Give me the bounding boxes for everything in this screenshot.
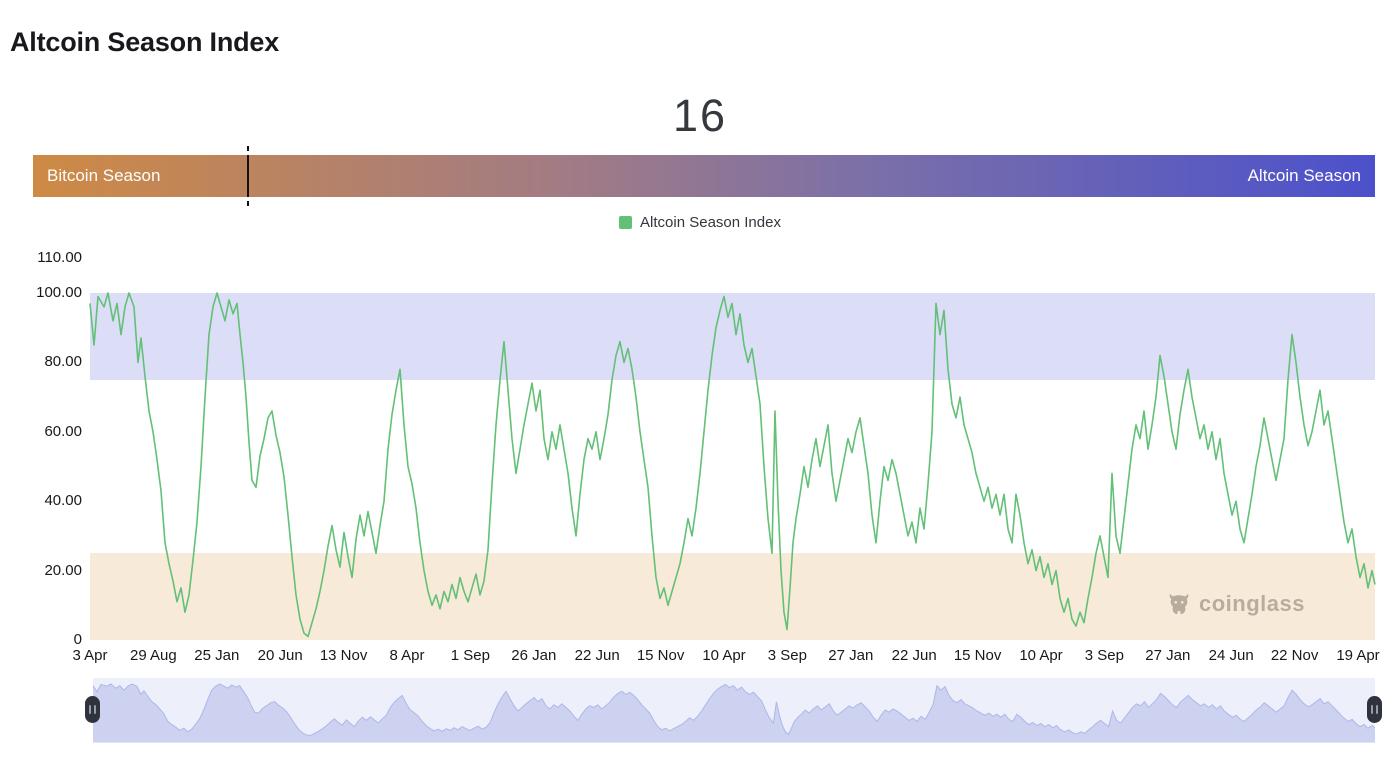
legend-label: Altcoin Season Index [640,214,781,231]
plot-band [90,553,1375,640]
x-axis-label: 1 Sep [450,647,490,664]
x-axis-label: 15 Nov [636,647,685,664]
y-axis-label: 20.00 [44,561,82,579]
x-axis-label: 22 Jun [891,647,937,664]
x-axis-label: 26 Jan [511,647,557,664]
x-axis-label: 27 Jan [1145,647,1191,664]
navigator-left-handle[interactable] [85,696,100,723]
altcoin-season-label: Altcoin Season [1247,166,1361,185]
index-current-value: 16 [672,90,728,141]
page-title: Altcoin Season Index [10,27,280,57]
x-axis-label: 8 Apr [389,647,425,664]
x-axis-label: 27 Jan [828,647,874,664]
altcoin-season-index-line [89,292,1376,638]
y-axis-label: 0 [73,631,82,648]
y-axis-label: 60.00 [44,422,82,440]
season-gradient-gauge: Bitcoin Season Altcoin Season [33,146,1375,206]
x-axis-label: 10 Apr [1019,647,1063,664]
y-axis-label: 40.00 [44,492,82,510]
y-axis-label: 80.00 [44,353,82,371]
chart-navigator-track[interactable] [92,678,1376,743]
x-axis-label: 15 Nov [953,647,1002,664]
coinglass-watermark-text: coinglass [1199,591,1305,616]
x-axis-label: 3 Sep [1084,647,1124,664]
x-axis-label: 10 Apr [702,647,746,664]
bitcoin-season-label: Bitcoin Season [47,166,161,185]
x-axis-label: 3 Sep [767,647,807,664]
y-axis-label: 110.00 [37,249,82,267]
x-axis-label: 19 Apr [1336,647,1380,664]
x-axis-label: 22 Jun [574,647,620,664]
season-gauge-marker [246,146,249,206]
x-axis-label: 20 Jun [257,647,303,664]
x-axis-label: 29 Aug [130,647,177,664]
x-axis-label: 13 Nov [319,647,368,664]
legend-marker-icon [619,216,633,229]
navigator-right-handle[interactable] [1367,696,1382,723]
legend-item-altcoin-season-index[interactable]: Altcoin Season Index [0,214,1400,231]
x-axis-label: 24 Jun [1208,647,1254,664]
chart-plot-area [89,292,1376,640]
coinglass-watermark: coinglass [1166,591,1305,617]
y-axis-label: 100.00 [36,284,82,301]
x-axis-label: 3 Apr [72,647,108,664]
x-axis-label: 25 Jan [194,647,240,664]
coinglass-bull-icon [1169,593,1189,615]
navigator-preview-area [92,683,1376,742]
x-axis-label: 22 Nov [1270,647,1319,664]
